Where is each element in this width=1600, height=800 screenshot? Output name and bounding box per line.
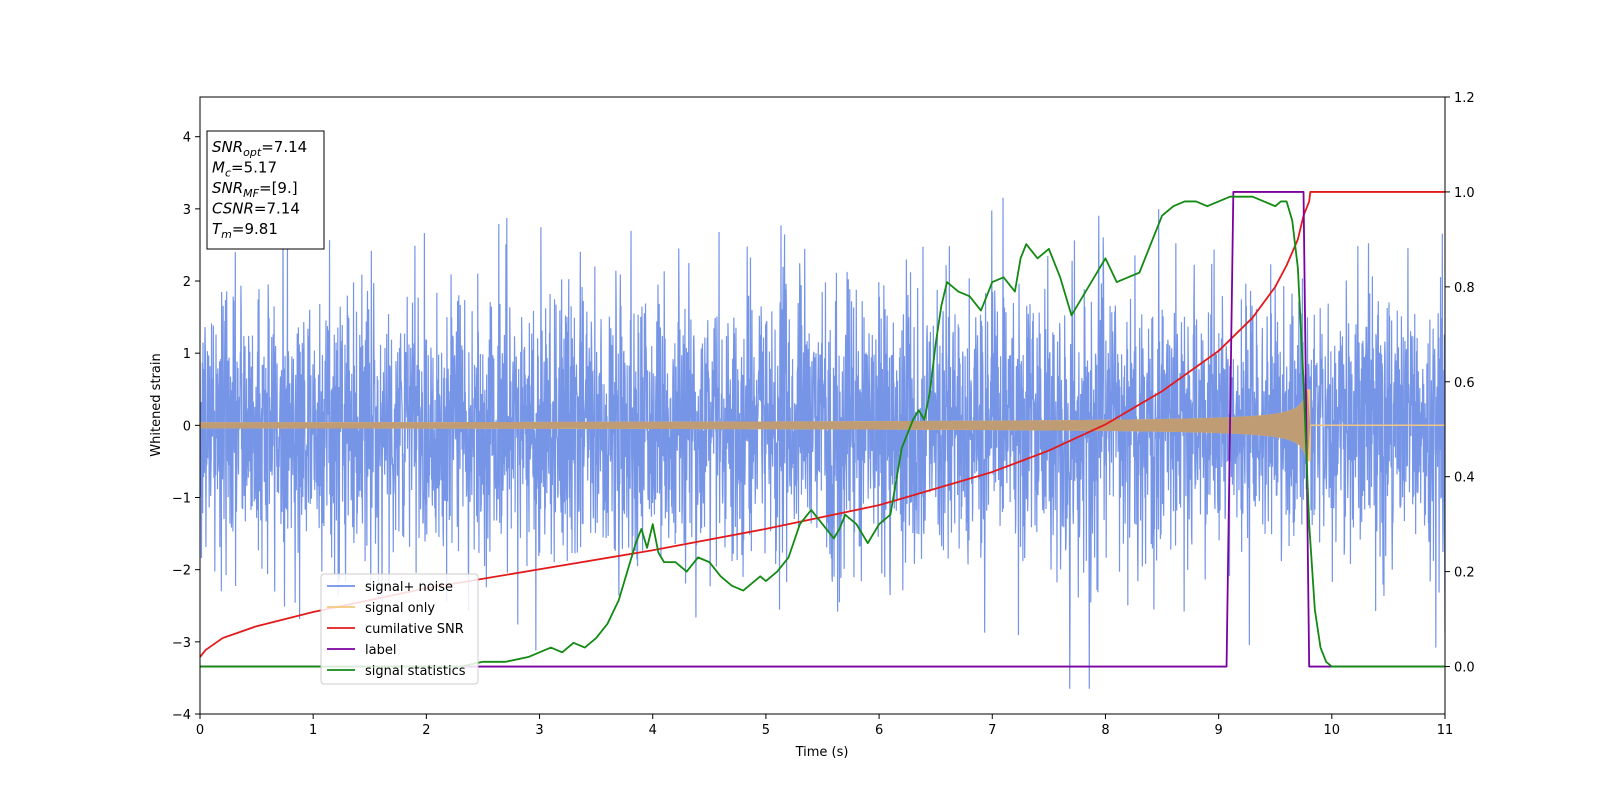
series-signal-noise: [200, 197, 1445, 689]
x-axis: 0 1 2 3 4 5 6 7 8 9 10 11: [196, 714, 1453, 738]
info-value: =5.17: [231, 159, 277, 177]
info-var: M: [212, 159, 225, 177]
y-right-tick-label: 0.0: [1454, 661, 1475, 676]
x-tick-label: 9: [1214, 723, 1222, 738]
x-tick-label: 2: [422, 723, 430, 738]
info-var: T: [212, 220, 223, 238]
info-var: CSNR: [212, 200, 254, 218]
info-box-line: CSNR=7.14: [212, 200, 300, 218]
x-tick-label: 11: [1437, 723, 1454, 738]
legend-label: label: [365, 643, 396, 658]
info-value: =7.14: [254, 200, 300, 218]
plot-frame: [199, 96, 1446, 715]
y-right-tick-label: 1.2: [1454, 91, 1475, 106]
x-tick-label: 0: [196, 723, 204, 738]
x-tick-label: 7: [988, 723, 996, 738]
y-right-tick-label: 0.2: [1454, 566, 1475, 581]
x-tick-label: 4: [649, 723, 657, 738]
y-left-tick-label: 4: [183, 131, 191, 146]
info-box-line: SNRopt=7.14: [212, 138, 307, 159]
x-tick-label: 10: [1324, 723, 1341, 738]
info-sub: m: [221, 228, 232, 241]
y-right-tick-label: 1.0: [1454, 186, 1475, 201]
y-right-tick-label: 0.8: [1454, 281, 1475, 296]
info-box-frame: [206, 130, 325, 250]
y-left-tick-label: 0: [183, 419, 191, 434]
info-sub: c: [225, 167, 231, 180]
y-axis-right: 1.2 1.0 0.8 0.6 0.4 0.2 0.0: [1445, 91, 1475, 676]
y-left-tick-label: 3: [183, 203, 191, 218]
info-value: =7.14: [261, 138, 307, 156]
info-box: SNRopt=7.14Mc=5.17SNRMF=[9.]CSNR=7.14Tm=…: [206, 130, 325, 250]
x-tick-label: 5: [762, 723, 770, 738]
legend-label: signal only: [365, 601, 435, 616]
legend-label: cumilative SNR: [365, 622, 464, 637]
legend-label: signal+ noise: [365, 580, 453, 595]
y-left-tick-label: −3: [172, 636, 191, 651]
y-axis-title: Whitened strain: [149, 353, 164, 456]
info-box-line: Mc=5.17: [212, 159, 277, 180]
info-box-line: SNRMF=[9.]: [212, 179, 298, 200]
signal-envelope: [200, 389, 1311, 462]
info-value: =[9.]: [259, 179, 298, 197]
y-left-tick-label: −1: [172, 492, 191, 507]
y-left-tick-label: 2: [183, 275, 191, 290]
series-cumilative-snr: [200, 191, 1445, 658]
y-axis-left: 4 3 2 1 0 −1 −2 −3 −4: [172, 131, 200, 723]
y-left-tick-label: −4: [172, 708, 191, 723]
info-sub: opt: [243, 146, 262, 159]
info-sub: MF: [243, 187, 259, 200]
legend-label: signal statistics: [365, 664, 466, 679]
legend: signal+ noise signal only cumilative SNR la…: [320, 573, 479, 685]
y-left-tick-label: 1: [183, 347, 191, 362]
x-tick-label: 8: [1101, 723, 1109, 738]
info-var: SNR: [212, 179, 243, 197]
legend-frame: [320, 573, 479, 685]
x-axis-title: Time (s): [795, 745, 849, 760]
info-box-line: Tm=9.81: [212, 220, 278, 241]
y-right-tick-label: 0.4: [1454, 471, 1475, 486]
info-var: SNR: [212, 138, 243, 156]
info-value: =9.81: [232, 220, 278, 238]
series-signal-statistics: [200, 195, 1445, 668]
y-left-tick-label: −2: [172, 564, 191, 579]
x-tick-label: 3: [535, 723, 543, 738]
x-tick-label: 1: [309, 723, 317, 738]
y-right-tick-label: 0.6: [1454, 376, 1475, 391]
x-tick-label: 6: [875, 723, 883, 738]
